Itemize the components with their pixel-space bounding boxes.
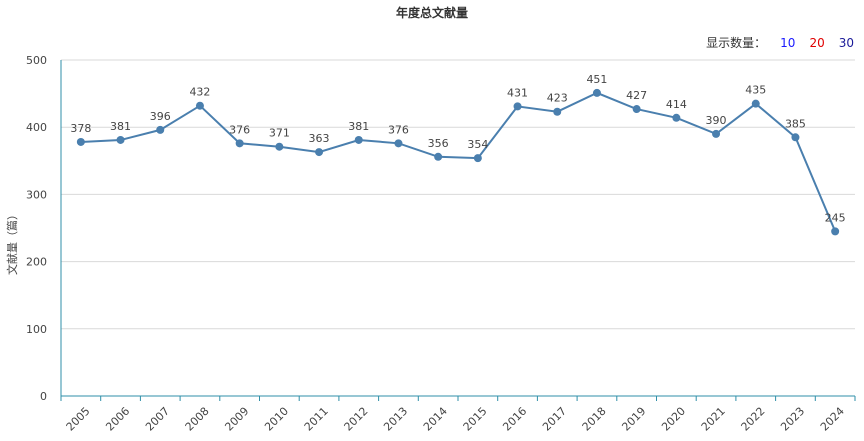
data-label: 451 [586,73,607,86]
data-label: 414 [666,98,687,111]
x-tick-label: 2014 [421,405,450,434]
data-label: 363 [309,132,330,145]
x-tick-label: 2021 [699,405,728,434]
display-count-label: 显示数量： [706,36,767,50]
data-point [235,139,244,148]
axes [60,60,856,401]
data-point [116,135,125,144]
data-points [76,88,840,236]
data-label: 431 [507,86,528,99]
data-point [315,148,324,157]
data-label: 432 [189,86,210,99]
data-point [513,102,522,111]
data-point [354,135,363,144]
x-tick-label: 2007 [143,405,172,434]
data-label: 376 [229,123,250,136]
y-tick-label: 400 [26,121,47,134]
data-labels: 378 381 396 432 376 371 363 381 376 356 354 431 423 4… [70,73,845,224]
x-tick-label: 2019 [619,405,648,434]
x-tick-label: 2022 [739,405,768,434]
data-point [473,154,482,163]
series-line [80,91,837,232]
x-tick-label: 2016 [500,405,529,434]
data-label: 381 [110,120,131,133]
x-tick-label: 2006 [103,405,132,434]
count-option-20[interactable]: 20 [809,35,825,50]
x-tick-label: 2011 [302,405,331,434]
data-label: 390 [706,114,727,127]
count-option-10[interactable]: 10 [780,35,796,50]
x-tick-label: 2015 [461,405,490,434]
data-label: 385 [785,117,806,130]
data-label: 356 [428,137,449,150]
data-label: 371 [269,127,290,140]
data-label: 423 [547,92,568,105]
data-label: 435 [745,84,766,97]
data-point [632,105,641,114]
chart-title: 年度总文献量 [395,6,468,20]
data-point [712,129,721,138]
x-tick-labels: 2005 2006 2007 2008 2009 2010 2011 2012 2013 2014… [64,405,847,434]
display-count-control: 显示数量： 10 20 30 [706,34,854,51]
data-label: 427 [626,89,647,102]
data-point [195,101,204,110]
data-point [831,227,840,236]
x-tick-label: 2020 [659,405,688,434]
data-point [156,125,165,134]
x-tick-label: 2017 [540,405,569,434]
data-label: 354 [467,138,488,151]
data-label: 245 [825,211,846,224]
x-tick-label: 2023 [778,405,807,434]
y-tick-label: 200 [26,256,47,269]
data-point [76,137,85,146]
data-point [275,142,284,151]
y-axis-label: 文献量（篇） [5,209,19,275]
y-tick-labels: 0 100 200 300 400 500 [26,54,47,403]
data-point [434,152,443,161]
y-tick-label: 0 [40,390,47,403]
data-label: 396 [150,110,171,123]
x-tick-label: 2010 [262,405,291,434]
data-point [592,88,601,97]
data-label: 376 [388,123,409,136]
data-label: 381 [348,120,369,133]
data-point [751,99,760,108]
data-point [791,133,800,142]
y-tick-label: 300 [26,188,47,201]
x-tick-label: 2012 [342,405,371,434]
x-tick-label: 2013 [381,405,410,434]
data-point [672,113,681,122]
x-tick-label: 2008 [183,405,212,434]
data-point [553,107,562,116]
x-tick-label: 2009 [222,405,251,434]
x-tick-label: 2018 [580,405,609,434]
data-point [394,139,403,148]
count-option-30[interactable]: 30 [838,35,854,50]
data-label: 378 [70,122,91,135]
y-tick-label: 500 [26,54,47,67]
x-tick-label: 2005 [64,405,93,434]
x-tick-label: 2024 [818,405,847,434]
grid-lines [61,59,855,330]
y-tick-label: 100 [26,323,47,336]
